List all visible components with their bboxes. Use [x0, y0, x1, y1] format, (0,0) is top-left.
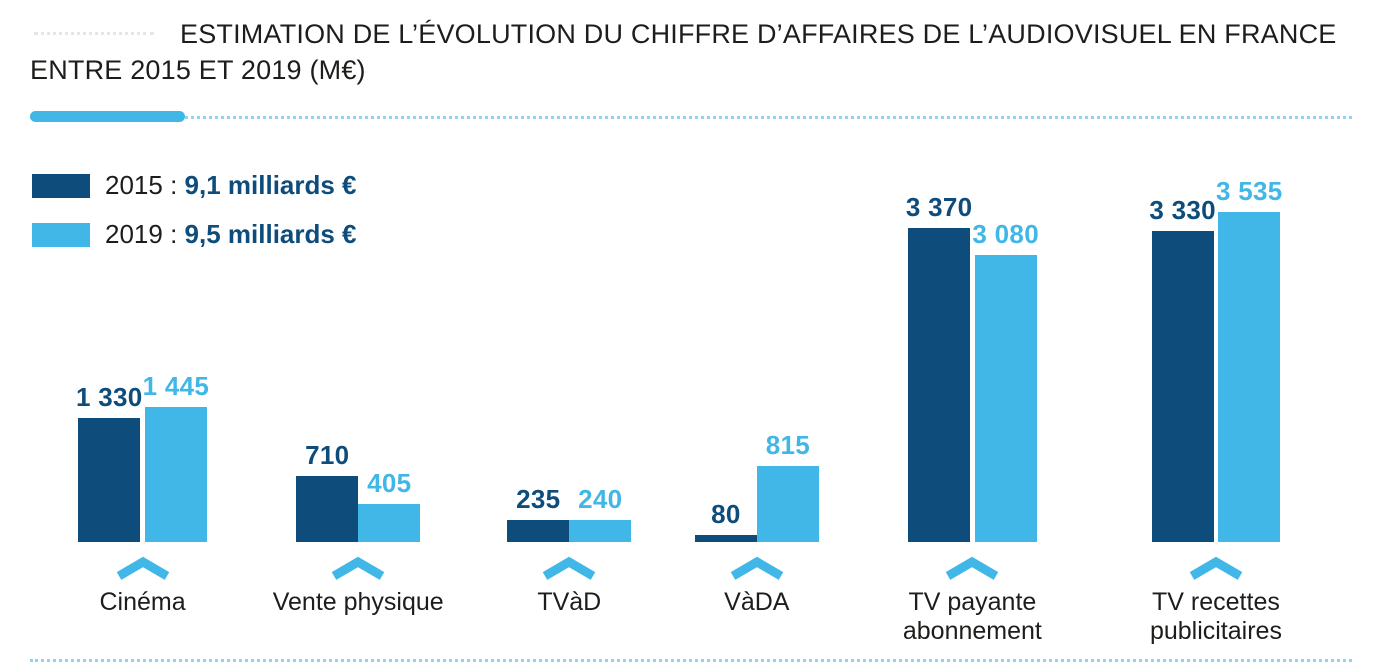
chart-title: ESTIMATION DE L’ÉVOLUTION DU CHIFFRE D’A… — [30, 19, 1337, 86]
bar-column: 235 — [507, 484, 570, 542]
bar-pair: 3 370 3 080 — [906, 174, 1039, 542]
bar-group: 1 330 1 445 Cinéma — [76, 174, 209, 617]
bar-value-label-2019: 3 080 — [972, 219, 1039, 249]
bar-2015 — [78, 418, 141, 542]
legend-year-2019: 2019 : — [105, 219, 178, 249]
bar-column: 815 — [756, 430, 819, 542]
bar-value-label-2019: 240 — [578, 484, 623, 514]
legend: 2015 : 9,1 milliards € 2019 : 9,5 millia… — [32, 170, 357, 268]
bar-column: 1 330 — [76, 382, 143, 542]
bar-column: 3 080 — [972, 219, 1039, 542]
bar-2019 — [569, 520, 632, 542]
category-label: VàDA — [724, 588, 790, 616]
bottom-dotted-divider — [30, 659, 1352, 662]
bar-pair: 710 405 — [296, 174, 421, 542]
bar-pair: 80 815 — [694, 174, 819, 542]
legend-swatch-2019 — [32, 222, 90, 247]
bar-pair: 235 240 — [507, 174, 632, 542]
legend-year-2015: 2015 : — [105, 170, 178, 200]
bar-value-label-2015: 3 330 — [1149, 195, 1216, 225]
bar-value-label-2015: 1 330 — [76, 382, 143, 412]
bar-value-label-2015: 80 — [711, 499, 741, 529]
chevron-up-icon — [329, 556, 387, 580]
chevron-up-icon — [1187, 556, 1245, 580]
legend-value-2015: 9,1 milliards € — [184, 170, 357, 200]
bar-value-label-2015: 710 — [305, 440, 350, 470]
bar-group: 3 330 3 535 TV recettes publicitaires — [1126, 174, 1306, 646]
bar-value-label-2019: 3 535 — [1215, 176, 1283, 206]
bar-column: 240 — [569, 484, 632, 542]
bar-value-label-2019: 815 — [765, 430, 810, 460]
chevron-up-icon — [114, 556, 172, 580]
bar-2015 — [296, 476, 359, 542]
bar-2015 — [507, 520, 570, 542]
bar-column: 710 — [296, 440, 359, 542]
chart: 1 330 1 445 Cinéma 710 405 Vente physique 235 2… — [30, 174, 1352, 646]
bar-2019 — [974, 255, 1037, 542]
bar-column: 405 — [358, 468, 421, 542]
bar-2015 — [908, 228, 971, 542]
bar-column: 3 370 — [906, 192, 973, 542]
bar-group: 235 240 TVàD — [507, 174, 632, 617]
chevron-up-icon — [728, 556, 786, 580]
bar-pair: 3 330 3 535 — [1149, 174, 1282, 542]
bar-2019 — [144, 407, 207, 542]
category-label: TV payante abonnement — [902, 588, 1042, 645]
category-label: TVàD — [537, 588, 602, 616]
bar-2015 — [694, 535, 757, 542]
bar-2015 — [1151, 231, 1214, 542]
chevron-up-icon — [540, 556, 598, 580]
legend-item-2019: 2019 : 9,5 milliards € — [32, 219, 357, 250]
logo-placeholder — [34, 32, 154, 35]
bar-column: 80 — [694, 499, 757, 542]
bar-pair: 1 330 1 445 — [76, 174, 209, 542]
bar-column: 1 445 — [143, 371, 210, 542]
category-label: Vente physique — [272, 588, 444, 616]
bar-value-label-2019: 405 — [367, 468, 412, 498]
legend-text-2019: 2019 : 9,5 milliards € — [105, 219, 357, 250]
legend-item-2015: 2015 : 9,1 milliards € — [32, 170, 357, 201]
bar-group: 710 405 Vente physique — [273, 174, 444, 617]
bar-group: 3 370 3 080 TV payante abonnement — [882, 174, 1062, 646]
bar-2019 — [756, 466, 819, 542]
bar-column: 3 330 — [1149, 195, 1216, 542]
accent-bar — [30, 111, 185, 122]
bar-group: 80 815 VàDA — [694, 174, 819, 617]
legend-swatch-2015 — [32, 173, 90, 198]
bar-column: 3 535 — [1216, 176, 1283, 542]
bar-value-label-2019: 1 445 — [142, 371, 210, 401]
category-label: Cinéma — [99, 588, 186, 616]
bar-value-label-2015: 3 370 — [905, 192, 973, 222]
top-dotted-divider — [30, 111, 1352, 122]
chevron-up-icon — [943, 556, 1001, 580]
legend-value-2019: 9,5 milliards € — [184, 219, 357, 249]
bar-value-label-2015: 235 — [516, 484, 561, 514]
legend-text-2015: 2015 : 9,1 milliards € — [105, 170, 357, 201]
bar-2019 — [1218, 212, 1281, 542]
category-label: TV recettes publicitaires — [1149, 588, 1282, 645]
bar-2019 — [358, 504, 421, 542]
